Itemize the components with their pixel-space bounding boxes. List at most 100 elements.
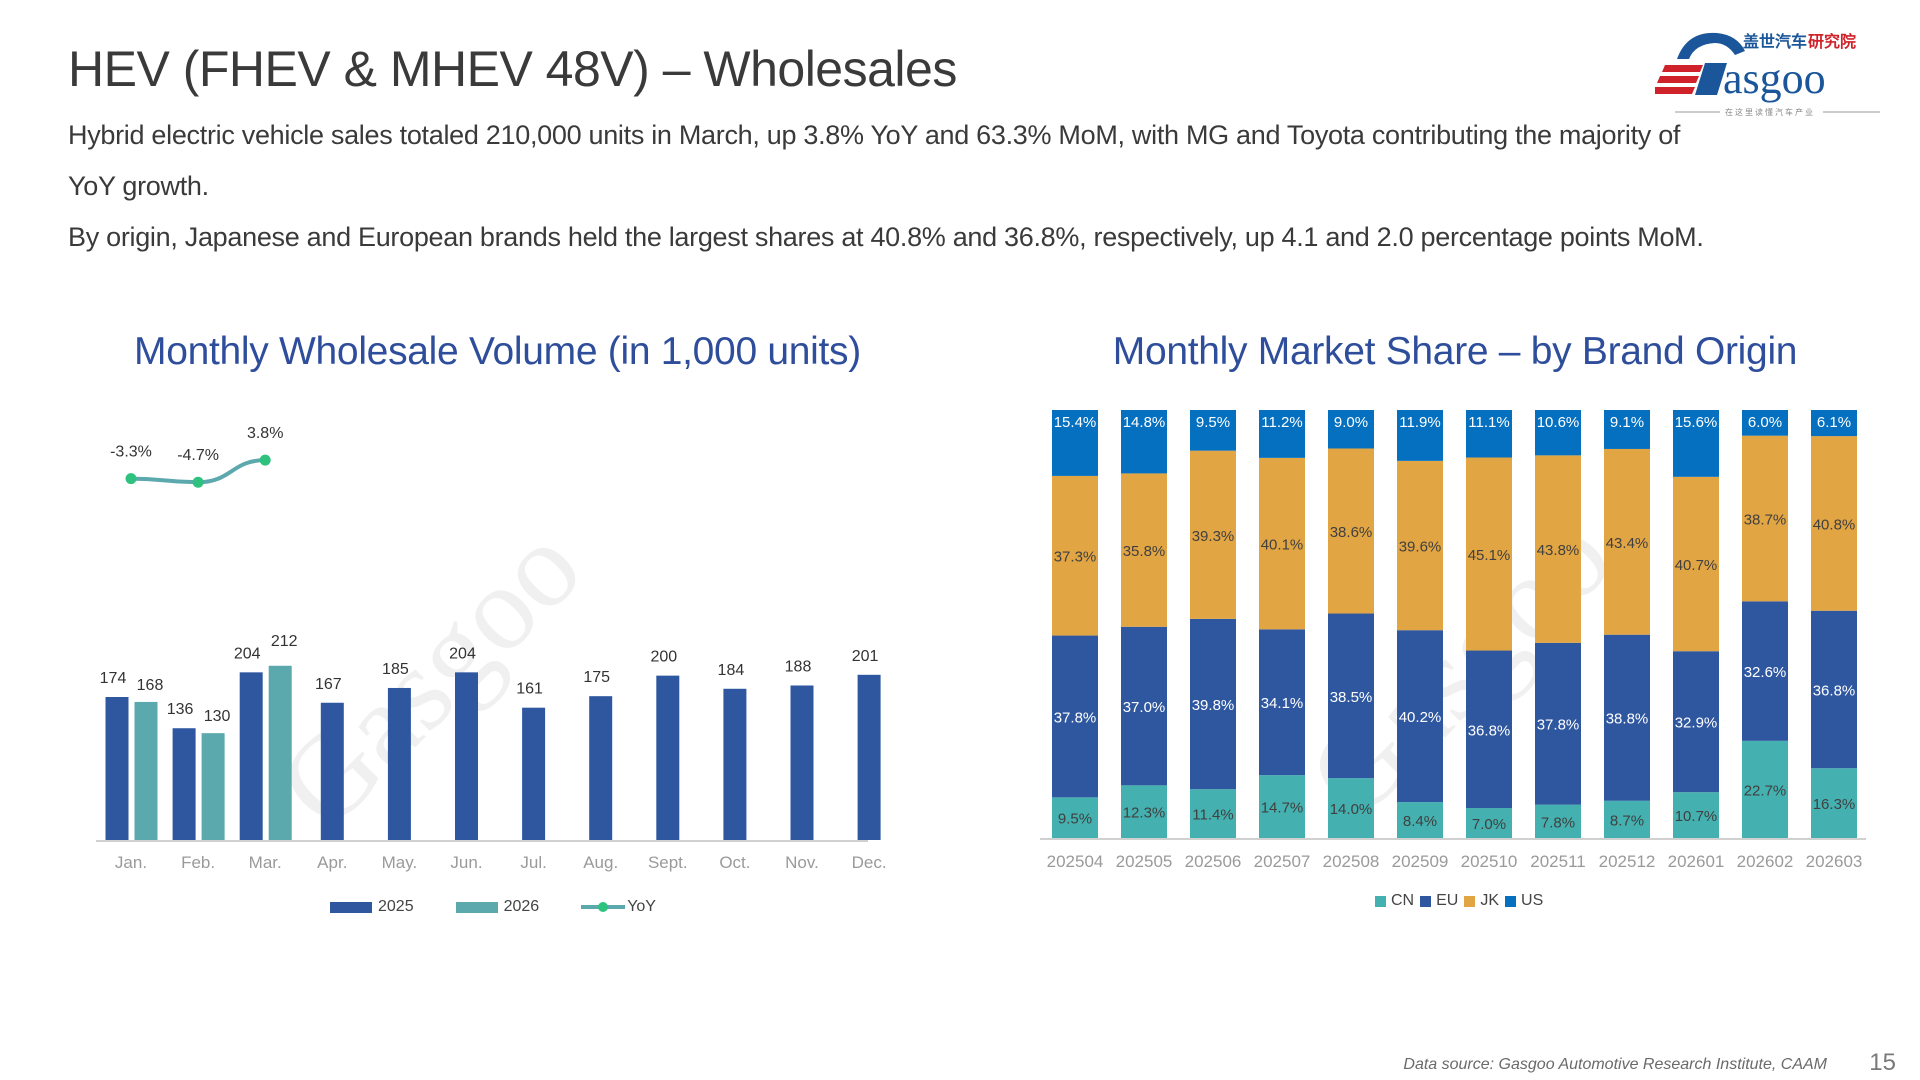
data-source-note: Data source: Gasgoo Automotive Research … bbox=[1403, 1056, 1827, 1073]
x-tick-label: 202602 bbox=[1737, 852, 1794, 871]
data-label-2025: 200 bbox=[650, 649, 677, 666]
x-tick-label: Nov. bbox=[785, 853, 819, 872]
page-number: 15 bbox=[1869, 1049, 1896, 1076]
svg-text:Gasgoo: Gasgoo bbox=[252, 499, 605, 852]
wholesale-legend: 2025 2026 YoY bbox=[330, 898, 698, 916]
legend-label: EU bbox=[1436, 892, 1459, 909]
bar-2025 bbox=[387, 687, 411, 840]
segment-label-us: 15.6% bbox=[1675, 414, 1718, 431]
x-tick-label: Sept. bbox=[648, 853, 688, 872]
segment-us bbox=[1397, 410, 1443, 461]
watermark-left: Gasgoo bbox=[252, 499, 605, 852]
yoy-point bbox=[192, 476, 204, 488]
segment-label-us: 6.0% bbox=[1748, 414, 1782, 431]
x-tick-label: 202603 bbox=[1806, 852, 1863, 871]
bar-2025 bbox=[522, 707, 546, 840]
segment-eu bbox=[1466, 650, 1512, 809]
segment-us bbox=[1121, 410, 1167, 474]
summary-line: Hybrid electric vehicle sales totaled 21… bbox=[68, 120, 1681, 150]
segment-label-eu: 32.9% bbox=[1675, 715, 1718, 732]
segment-jk bbox=[1328, 448, 1374, 614]
data-label-2026: 212 bbox=[271, 633, 298, 650]
segment-label-jk: 40.1% bbox=[1261, 537, 1304, 554]
market-share-chart-title: Monthly Market Share – by Brand Origin bbox=[1112, 330, 1798, 373]
segment-label-eu: 36.8% bbox=[1813, 682, 1856, 699]
gasgoo-logo: asgoo 盖世汽车 研究院 在这里读懂汽车产业 bbox=[1655, 25, 1890, 120]
segment-eu bbox=[1328, 613, 1374, 779]
bar-2025 bbox=[455, 672, 478, 840]
segment-jk bbox=[1604, 448, 1650, 635]
logo-g-body bbox=[1695, 63, 1727, 95]
x-tick-label: Dec. bbox=[852, 853, 887, 872]
wholesale-chart-title: Monthly Wholesale Volume (in 1,000 units… bbox=[134, 330, 861, 373]
segment-eu bbox=[1052, 635, 1098, 798]
segment-label-eu: 32.6% bbox=[1744, 664, 1787, 681]
segment-label-cn: 8.4% bbox=[1403, 813, 1437, 830]
logo-brand-text: asgoo bbox=[1723, 54, 1826, 103]
segment-eu bbox=[1397, 630, 1443, 803]
segment-label-us: 11.9% bbox=[1399, 414, 1440, 431]
segment-us bbox=[1466, 410, 1512, 458]
segment-label-cn: 11.4% bbox=[1192, 807, 1233, 824]
legend-item-us: US bbox=[1505, 892, 1543, 910]
logo-stripe bbox=[1655, 87, 1695, 94]
legend-item-2026: 2026 bbox=[455, 898, 539, 916]
segment-us bbox=[1190, 410, 1236, 451]
segment-eu bbox=[1121, 626, 1167, 786]
segment-eu bbox=[1811, 610, 1857, 769]
segment-us bbox=[1604, 410, 1650, 449]
summary-line: By origin, Japanese and European brands … bbox=[68, 222, 1704, 252]
segment-jk bbox=[1121, 473, 1167, 627]
legend-swatch bbox=[1505, 895, 1517, 907]
segment-label-us: 9.1% bbox=[1610, 414, 1644, 431]
bar-2026 bbox=[201, 733, 225, 840]
segment-cn bbox=[1604, 800, 1650, 838]
segment-cn bbox=[1052, 797, 1098, 838]
segment-eu bbox=[1259, 629, 1305, 776]
segment-jk bbox=[1052, 475, 1098, 636]
segment-jk bbox=[1190, 450, 1236, 619]
legend-item-yoy: YoY bbox=[581, 898, 656, 916]
segment-label-jk: 35.8% bbox=[1123, 543, 1166, 560]
legend-swatch bbox=[1464, 895, 1476, 907]
segment-label-jk: 37.3% bbox=[1054, 549, 1097, 566]
x-tick-label: 202509 bbox=[1392, 852, 1449, 871]
summary-text: Hybrid electric vehicle sales totaled 21… bbox=[68, 110, 1868, 263]
segment-label-jk: 43.4% bbox=[1606, 535, 1649, 552]
segment-label-us: 9.0% bbox=[1334, 414, 1368, 431]
x-tick-label: 202505 bbox=[1116, 852, 1173, 871]
segment-label-jk: 38.6% bbox=[1330, 524, 1373, 541]
logo-tagline: 在这里读懂汽车产业 bbox=[1725, 107, 1815, 117]
segment-label-us: 11.2% bbox=[1261, 414, 1302, 431]
bar-2026 bbox=[268, 665, 292, 840]
segment-label-cn: 9.5% bbox=[1058, 811, 1092, 828]
segment-eu bbox=[1604, 634, 1650, 801]
yoy-point bbox=[125, 473, 137, 485]
segment-cn bbox=[1673, 792, 1719, 838]
segment-label-eu: 37.8% bbox=[1537, 717, 1580, 734]
logo-cn-name-a: 盖世汽车 bbox=[1743, 32, 1807, 51]
segment-cn bbox=[1328, 778, 1374, 838]
x-tick-label: 202601 bbox=[1668, 852, 1725, 871]
x-tick-label: Apr. bbox=[317, 853, 347, 872]
x-tick-label: 202508 bbox=[1323, 852, 1380, 871]
x-tick-label: Jun. bbox=[450, 853, 482, 872]
segment-label-jk: 38.7% bbox=[1744, 511, 1787, 528]
x-tick-label: 202507 bbox=[1254, 852, 1311, 871]
segment-label-cn: 14.0% bbox=[1330, 801, 1373, 818]
legend-item-jk: JK bbox=[1464, 892, 1499, 910]
gasgoo-logo-mark: asgoo 盖世汽车 研究院 在这里读懂汽车产业 bbox=[1655, 32, 1880, 117]
segment-jk bbox=[1535, 455, 1581, 643]
segment-us bbox=[1052, 410, 1098, 476]
x-tick-label: 202506 bbox=[1185, 852, 1242, 871]
bar-2025 bbox=[656, 675, 680, 840]
x-tick-label: 202512 bbox=[1599, 852, 1656, 871]
data-label-2025: 204 bbox=[449, 645, 476, 662]
data-label-2025: 204 bbox=[234, 645, 261, 662]
yoy-label: -3.3% bbox=[110, 444, 152, 461]
legend-swatch bbox=[330, 901, 372, 913]
segment-label-cn: 10.7% bbox=[1675, 808, 1718, 825]
segment-cn bbox=[1811, 768, 1857, 838]
segment-us bbox=[1811, 410, 1857, 437]
segment-label-cn: 7.0% bbox=[1472, 816, 1506, 833]
